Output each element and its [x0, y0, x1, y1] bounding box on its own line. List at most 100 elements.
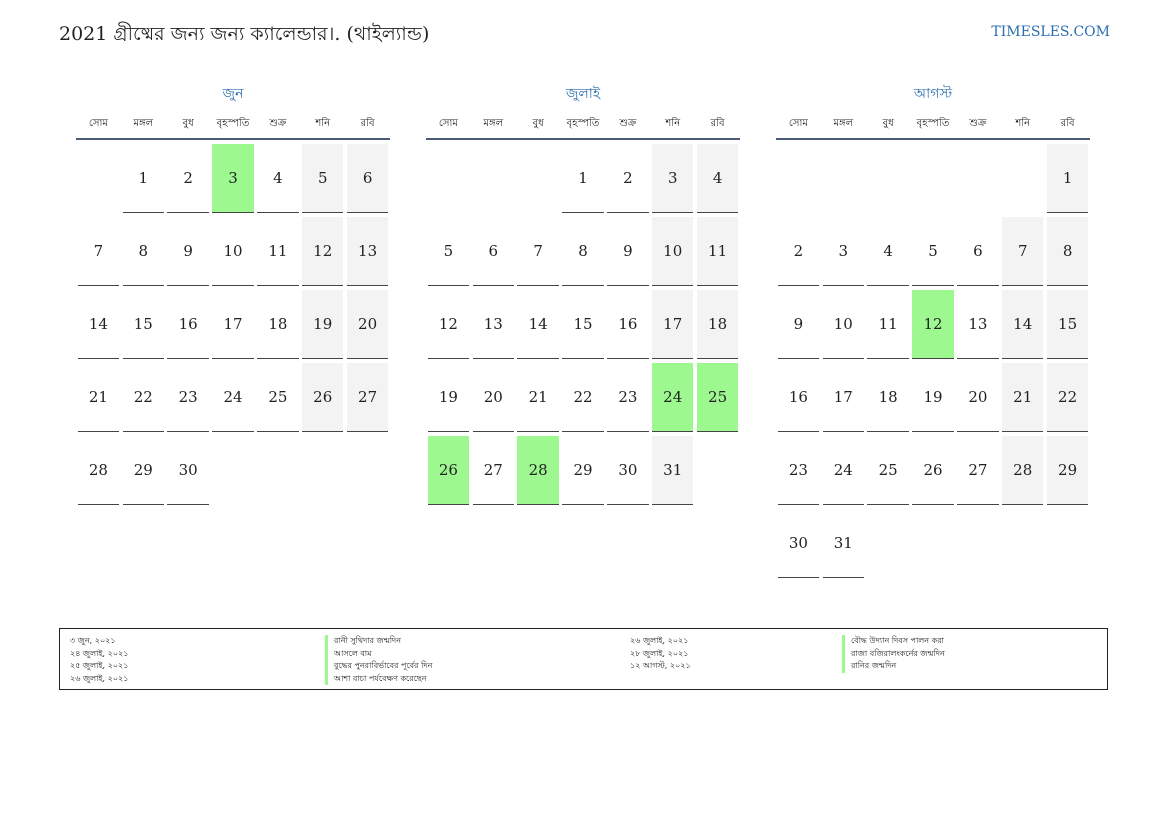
holiday-day-cell[interactable]: 28	[517, 436, 559, 505]
day-cell[interactable]: 20	[957, 363, 999, 432]
day-cell[interactable]: 17	[822, 363, 865, 432]
day-cell[interactable]: 17	[212, 290, 254, 359]
day-cell[interactable]: 25	[867, 436, 909, 505]
day-cell[interactable]: 10	[822, 290, 865, 359]
day-cell[interactable]: 14	[1001, 290, 1044, 359]
week-row: 5 6 7 8 9 10 11	[426, 217, 740, 290]
weekday-label: বুধ	[882, 117, 894, 129]
day-cell[interactable]: 13	[346, 217, 389, 286]
day-cell[interactable]: 22	[1046, 363, 1089, 432]
day-cell[interactable]: 10	[651, 217, 694, 286]
month-name: জুন	[222, 86, 244, 102]
day-cell[interactable]: 31	[822, 509, 865, 578]
holiday-day-cell[interactable]: 26	[427, 436, 470, 505]
day-cell[interactable]: 15	[122, 290, 165, 359]
day-cell[interactable]: 15	[562, 290, 604, 359]
holiday-day-cell[interactable]: 3	[212, 144, 254, 213]
holiday-day-cell[interactable]: 24	[651, 363, 694, 432]
day-cell[interactable]: 14	[77, 290, 120, 359]
day-cell[interactable]: 28	[1001, 436, 1044, 505]
day-cell[interactable]: 21	[1001, 363, 1044, 432]
day-cell[interactable]: 6	[346, 144, 389, 213]
day-cell[interactable]: 26	[912, 436, 954, 505]
day-cell[interactable]: 20	[346, 290, 389, 359]
day-cell[interactable]: 9	[777, 290, 820, 359]
day-cell[interactable]: 19	[301, 290, 344, 359]
day-cell[interactable]: 16	[777, 363, 820, 432]
day-cell[interactable]: 2	[167, 144, 209, 213]
day-cell[interactable]: 19	[427, 363, 470, 432]
day-cell[interactable]: 8	[1046, 217, 1089, 286]
day-cell[interactable]: 13	[472, 290, 515, 359]
site-link[interactable]: TIMESLES.COM	[991, 24, 1110, 40]
empty-day-cell	[867, 509, 908, 577]
day-cell[interactable]: 23	[167, 363, 209, 432]
day-cell[interactable]: 18	[867, 363, 909, 432]
day-cell[interactable]: 23	[607, 363, 649, 432]
day-cell[interactable]: 2	[607, 144, 649, 213]
day-cell[interactable]: 2	[777, 217, 820, 286]
day-cell[interactable]: 18	[257, 290, 299, 359]
day-cell[interactable]: 6	[957, 217, 999, 286]
day-cell[interactable]: 29	[1046, 436, 1089, 505]
day-cell[interactable]: 24	[822, 436, 865, 505]
day-cell[interactable]: 29	[562, 436, 604, 505]
day-cell[interactable]: 9	[167, 217, 209, 286]
day-cell[interactable]: 13	[957, 290, 999, 359]
day-cell[interactable]: 23	[777, 436, 820, 505]
day-cell[interactable]: 7	[517, 217, 559, 286]
day-cell[interactable]: 3	[651, 144, 694, 213]
day-cell[interactable]: 7	[1001, 217, 1044, 286]
day-cell[interactable]: 3	[822, 217, 865, 286]
day-cell[interactable]: 4	[867, 217, 909, 286]
day-cell[interactable]: 27	[346, 363, 389, 432]
day-cell[interactable]: 1	[562, 144, 604, 213]
holiday-day-cell[interactable]: 12	[912, 290, 954, 359]
day-cell[interactable]: 10	[212, 217, 254, 286]
day-cell[interactable]: 17	[651, 290, 694, 359]
day-cell[interactable]: 11	[257, 217, 299, 286]
day-cell[interactable]: 11	[867, 290, 909, 359]
day-cell[interactable]: 4	[696, 144, 739, 213]
day-cell[interactable]: 22	[562, 363, 604, 432]
day-cell[interactable]: 8	[122, 217, 165, 286]
day-cell[interactable]: 16	[607, 290, 649, 359]
day-cell[interactable]: 1	[122, 144, 165, 213]
day-cell[interactable]: 29	[122, 436, 165, 505]
day-cell[interactable]: 15	[1046, 290, 1089, 359]
day-cell[interactable]: 25	[257, 363, 299, 432]
day-cell[interactable]: 30	[607, 436, 649, 505]
day-cell[interactable]: 19	[912, 363, 954, 432]
holiday-day-cell[interactable]: 25	[696, 363, 739, 432]
day-cell[interactable]: 21	[517, 363, 559, 432]
day-cell[interactable]: 31	[651, 436, 694, 505]
day-cell[interactable]: 16	[167, 290, 209, 359]
day-cell[interactable]: 4	[257, 144, 299, 213]
day-cell[interactable]: 20	[472, 363, 515, 432]
day-cell[interactable]: 24	[212, 363, 254, 432]
day-cell[interactable]: 22	[122, 363, 165, 432]
day-cell[interactable]: 30	[167, 436, 209, 505]
day-cell[interactable]: 6	[472, 217, 515, 286]
day-cell[interactable]: 12	[427, 290, 470, 359]
day-cell[interactable]: 14	[517, 290, 559, 359]
day-cell[interactable]: 8	[562, 217, 604, 286]
day-cell[interactable]: 18	[696, 290, 739, 359]
day-cell[interactable]: 26	[301, 363, 344, 432]
day-cell[interactable]: 5	[912, 217, 954, 286]
day-cell[interactable]: 5	[301, 144, 344, 213]
day-cell[interactable]: 5	[427, 217, 470, 286]
day-cell[interactable]: 21	[77, 363, 120, 432]
day-cell[interactable]: 12	[301, 217, 344, 286]
day-grid: 1 2 3 4 5 6 7 8 9 10 11 12 13 14 15 16 17 18 19 20 21 22 23 24 2…	[776, 144, 1090, 582]
day-cell[interactable]: 11	[696, 217, 739, 286]
day-cell[interactable]: 27	[472, 436, 515, 505]
day-cell[interactable]: 9	[607, 217, 649, 286]
legend-holiday-name: আশা বাচা পর্যবেক্ষণ করেছেন	[325, 672, 432, 686]
day-cell[interactable]: 7	[77, 217, 120, 286]
day-cell[interactable]: 28	[77, 436, 120, 505]
day-cell[interactable]: 30	[777, 509, 820, 578]
day-cell[interactable]: 1	[1046, 144, 1089, 213]
day-cell[interactable]: 27	[957, 436, 999, 505]
